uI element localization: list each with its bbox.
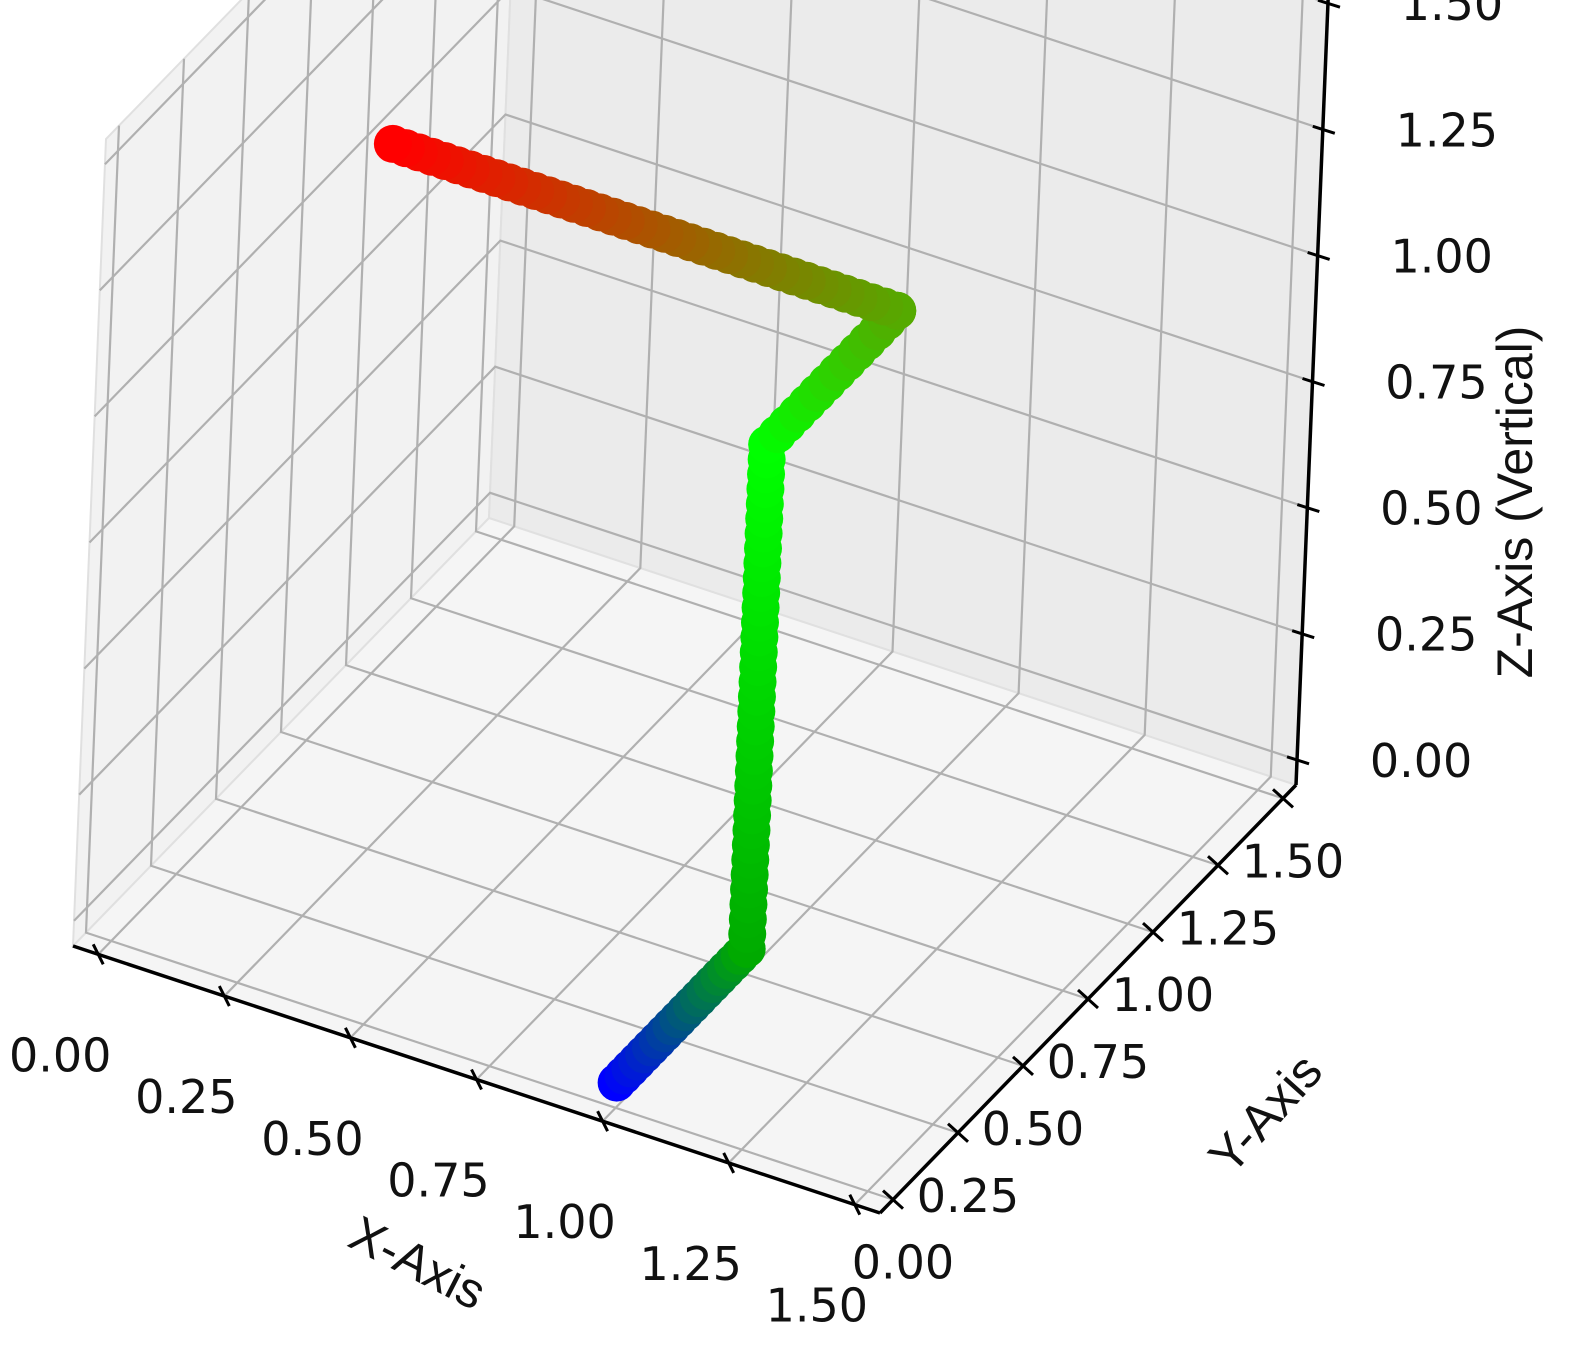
gridline-x [223,0,665,997]
x-tick-label: 1.50 [766,1279,868,1333]
data-points [373,124,917,1102]
x-tick-label: 1.25 [639,1237,741,1291]
x-tick-label: 0.00 [9,1028,111,1082]
z-tick [1291,629,1315,640]
z-tick [1286,755,1310,766]
y-tick-label: 0.50 [982,1102,1084,1156]
z-tick [1312,124,1336,135]
gridlines [73,0,1329,1206]
z-tick [1302,377,1325,387]
y-tick [1011,1055,1035,1076]
x-axis-title: X-Axis [341,1205,495,1320]
gridline-x [97,0,537,956]
y-tick-label: 0.00 [852,1236,954,1290]
z-tick-label: 0.25 [1375,608,1477,662]
y-tick-labels: 0.00 0.25 0.50 0.75 1.00 1.25 1.50 [852,834,1344,1289]
z-tick-labels: 0.00 0.25 0.50 0.75 1.00 1.25 1.50 [1370,0,1503,788]
z-tick-label: 0.00 [1370,734,1472,788]
z-tick-label: 0.75 [1385,356,1487,410]
y-tick [1141,922,1165,943]
y-tick [1076,988,1100,1010]
gridline-y [409,0,1219,867]
gridline-z [88,113,1313,544]
y-tick [946,1122,970,1143]
gridline-x [727,0,1176,1164]
gridline-y [214,0,1024,1067]
y-tick-label: 1.00 [1112,968,1214,1022]
x-tick-label: 1.00 [513,1195,615,1249]
z-axis-title: Z-Axis (Vertical) [1487,326,1543,679]
y-tick-label: 0.75 [1047,1035,1149,1089]
x-tick [91,943,105,966]
x-tick [344,1027,357,1049]
z-tick [1307,250,1331,261]
gridline-z [104,0,1329,165]
y-tick [881,1189,905,1210]
gridline-y [84,125,894,1201]
gridline-y [149,58,959,1134]
gridline-z [83,239,1308,670]
z-tick-label: 1.50 [1401,0,1503,31]
x-tick-label: 0.75 [387,1154,489,1208]
x-tick [848,1193,862,1216]
gridline-z [99,0,1324,292]
x-tick [217,985,231,1007]
tick-marks [91,0,1341,1216]
y-tick [1271,788,1295,809]
y-tick [1206,855,1230,876]
data-point [373,124,412,163]
x-tick [722,1152,736,1174]
x-tick-label: 0.50 [261,1112,363,1166]
gridline-x [475,0,921,1081]
gridline-x [853,0,1304,1206]
gridline-z [78,365,1303,796]
gridline-y [474,0,1284,800]
y-tick-label: 0.25 [917,1169,1019,1223]
gridline-y [279,0,1089,1001]
x-tick-labels: 0.00 0.25 0.50 0.75 1.00 1.25 1.50 [9,1028,868,1332]
z-tick [1317,0,1341,9]
y-tick-label: 1.50 [1242,834,1344,888]
y-axis-title: Y-Axis [1198,1043,1333,1184]
z-tick-label: 0.50 [1380,482,1482,536]
gridline-z [73,491,1298,922]
gridline-z [93,0,1319,418]
x-tick-label: 0.25 [135,1070,237,1124]
y-tick-label: 1.25 [1177,901,1279,955]
z-tick [1296,503,1320,514]
x-tick [596,1110,609,1132]
z-tick-label: 1.25 [1396,103,1498,157]
z-tick-label: 1.00 [1390,229,1492,283]
x-tick [470,1068,483,1091]
gridline-y [344,0,1154,934]
